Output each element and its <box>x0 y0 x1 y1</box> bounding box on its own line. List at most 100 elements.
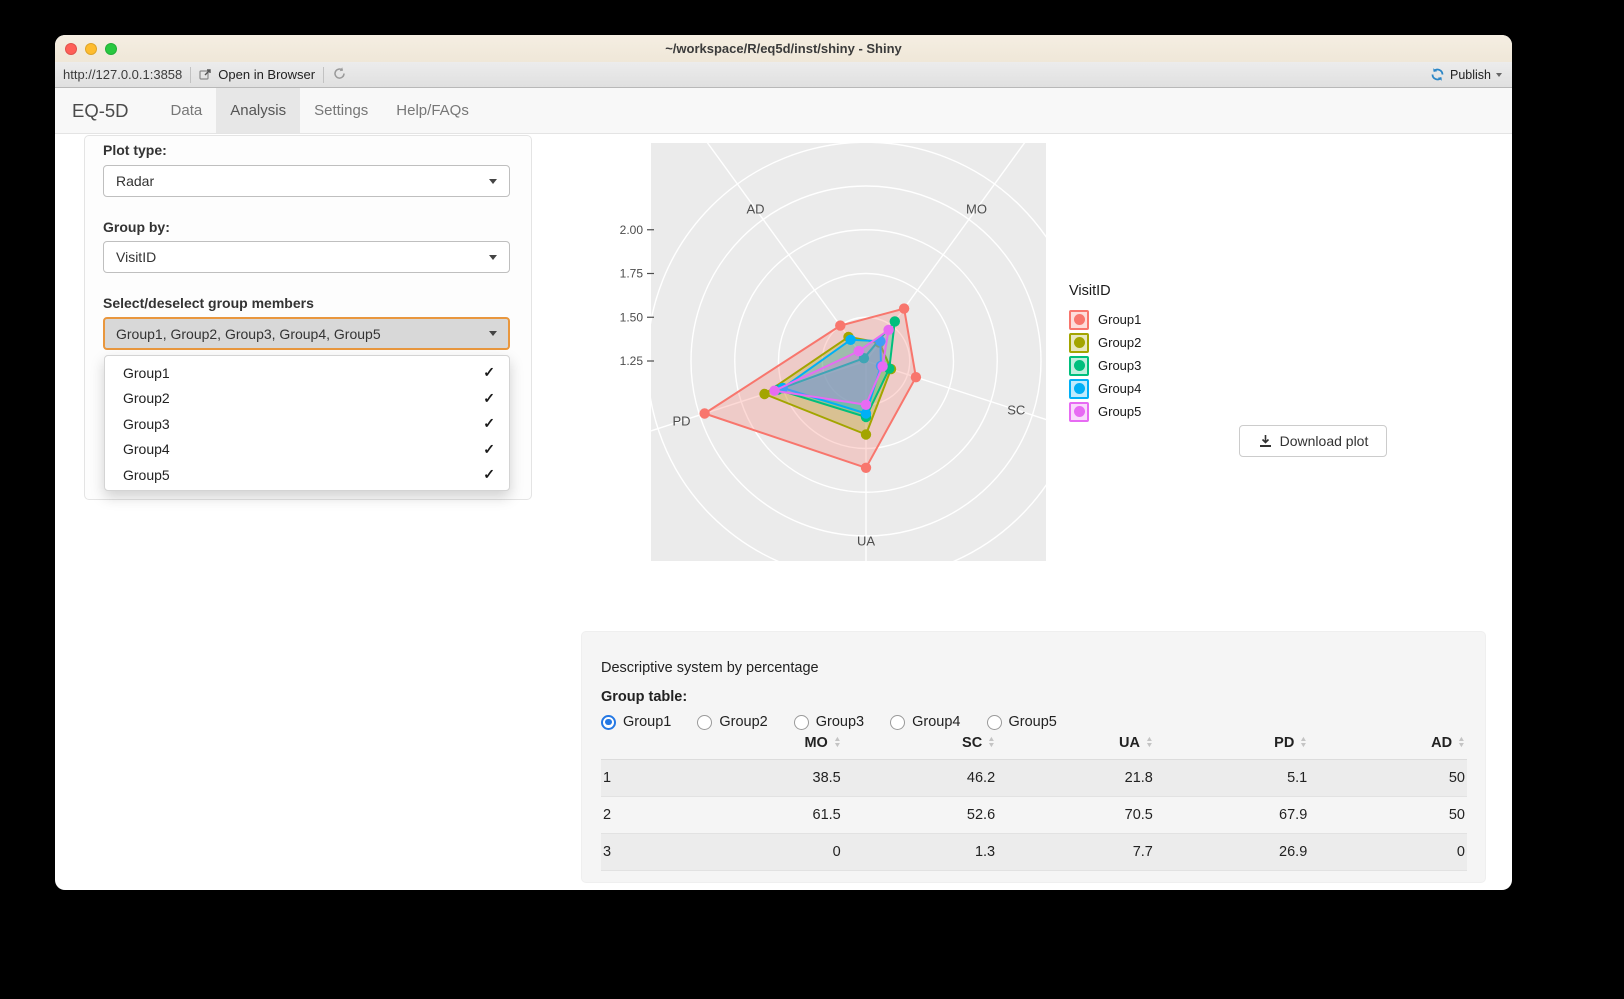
legend-label: Group2 <box>1098 335 1142 350</box>
publish-button[interactable]: Publish <box>1430 67 1502 82</box>
group-members-picker[interactable]: Group1, Group2, Group3, Group4, Group5 <box>103 317 510 350</box>
legend-dot <box>1073 406 1085 417</box>
check-icon: ✓ <box>483 389 495 406</box>
tab-data[interactable]: Data <box>170 102 203 119</box>
group-members-menu: Group1 ✓ Group2 ✓ Group3 ✓ Group4 ✓ Group5 ✓ <box>104 355 510 491</box>
check-icon: ✓ <box>483 415 495 432</box>
column-header-sc[interactable]: SC ▲ ▼ <box>842 726 998 760</box>
percentage-table: MO ▲ ▼ SC ▲ ▼ UA ▲ ▼ PD ▲ ▼ AD ▲ ▼ 1 38.5 46.2 21.8 5.1 50 2… <box>601 726 1467 871</box>
svg-text:MO: MO <box>966 201 987 216</box>
svg-text:1.25: 1.25 <box>620 354 644 368</box>
app-navbar: EQ-5D Data Analysis Settings Help/FAQs <box>55 88 1512 134</box>
open-in-browser-icon <box>199 69 211 80</box>
sort-arrows-icon: ▲ ▼ <box>833 735 842 749</box>
sort-arrows-icon: ▲ ▼ <box>1299 735 1308 749</box>
svg-text:1.75: 1.75 <box>620 267 644 281</box>
legend-title: VisitID <box>1069 283 1111 299</box>
reload-button[interactable] <box>332 66 347 84</box>
legend-item: Group4 <box>1069 377 1141 400</box>
reload-icon <box>334 66 345 79</box>
legend-key <box>1069 332 1089 353</box>
legend-key <box>1069 309 1089 330</box>
table-cell: 21.8 <box>997 759 1155 797</box>
legend-item: Group1 <box>1069 308 1141 331</box>
group-menu-item-label: Group1 <box>123 364 170 381</box>
column-header-mo[interactable]: MO ▲ ▼ <box>675 726 843 760</box>
table-row: 1 38.5 46.2 21.8 5.1 50 <box>601 759 1467 797</box>
table-cell: 46.2 <box>842 759 998 797</box>
check-icon: ✓ <box>483 364 495 381</box>
check-icon: ✓ <box>483 466 495 483</box>
download-plot-button[interactable]: Download plot <box>1239 425 1387 457</box>
svg-text:PD: PD <box>672 413 690 428</box>
group-menu-item[interactable]: Group3 ✓ <box>105 411 509 437</box>
app-window: ~/workspace/R/eq5d/inst/shiny - Shiny ht… <box>55 35 1512 890</box>
window-title: ~/workspace/R/eq5d/inst/shiny - Shiny <box>665 41 902 56</box>
chevron-down-icon <box>489 331 497 336</box>
legend-label: Group3 <box>1098 358 1142 373</box>
legend-label: Group5 <box>1098 404 1142 419</box>
open-in-browser-button[interactable]: Open in Browser <box>199 67 315 82</box>
check-icon: ✓ <box>483 440 495 457</box>
column-header-ad[interactable]: AD ▲ ▼ <box>1309 726 1467 760</box>
table-cell: 0 <box>675 833 843 871</box>
group-menu-item-label: Group4 <box>123 441 170 458</box>
table-cell: 7.7 <box>997 833 1155 871</box>
group-by-select[interactable]: VisitID <box>103 241 510 273</box>
radar-chart: 2.00 1.75 1.50 1.25 MO SC UA PD AD <box>560 143 1060 578</box>
group-menu-item[interactable]: Group1 ✓ <box>105 360 509 386</box>
legend-dot <box>1073 314 1085 325</box>
sort-arrows-icon: ▲ ▼ <box>987 735 996 749</box>
group-menu-item[interactable]: Group4 ✓ <box>105 437 509 463</box>
toolbar-separator <box>323 66 325 83</box>
tab-analysis[interactable]: Analysis <box>216 88 301 133</box>
publish-icon <box>1431 68 1444 81</box>
legend-item: Group5 <box>1069 400 1141 423</box>
plot-type-select[interactable]: Radar <box>103 165 510 197</box>
column-header-pd[interactable]: PD ▲ ▼ <box>1154 726 1310 760</box>
table-cell: 50 <box>1309 796 1467 834</box>
chevron-down-icon <box>489 178 497 184</box>
minimize-button[interactable] <box>85 42 97 55</box>
table-cell: 26.9 <box>1154 833 1310 871</box>
group-by-label: Group by: <box>103 219 170 235</box>
group-menu-item[interactable]: Group5 ✓ <box>105 462 509 488</box>
table-cell: 50 <box>1309 759 1467 797</box>
group-menu-item[interactable]: Group2 ✓ <box>105 386 509 412</box>
plot-legend: VisitID Group1 Group2 Group3 Group4 Group5 <box>1069 283 1141 423</box>
legend-key <box>1069 401 1089 422</box>
legend-key <box>1069 355 1089 376</box>
zoom-button[interactable] <box>105 42 117 55</box>
group-menu-item-label: Group2 <box>123 390 170 407</box>
legend-label: Group1 <box>1098 312 1142 327</box>
column-header-ua[interactable]: UA ▲ ▼ <box>997 726 1155 760</box>
table-cell: 38.5 <box>675 759 843 797</box>
tab-help-faqs[interactable]: Help/FAQs <box>396 102 469 119</box>
group-members-label: Select/deselect group members <box>103 295 314 311</box>
download-icon <box>1259 434 1271 447</box>
titlebar: ~/workspace/R/eq5d/inst/shiny - Shiny <box>55 35 1512 62</box>
sort-arrows-icon: ▲ ▼ <box>1457 735 1466 749</box>
group-table-label: Group table: <box>601 689 688 705</box>
tab-bar: Data Analysis Settings Help/FAQs <box>157 88 483 133</box>
section-title: Descriptive system by percentage <box>601 660 819 676</box>
legend-label: Group4 <box>1098 381 1142 396</box>
close-button[interactable] <box>65 42 77 55</box>
svg-text:UA: UA <box>857 534 875 549</box>
viewer-toolbar: http://127.0.0.1:3858 Open in Browser P <box>55 62 1512 88</box>
legend-dot <box>1073 337 1085 348</box>
legend-dot <box>1073 383 1085 394</box>
tab-settings[interactable]: Settings <box>314 102 369 119</box>
svg-text:AD: AD <box>746 201 764 216</box>
table-row: 3 0 1.3 7.7 26.9 0 <box>601 833 1467 871</box>
table-cell: 2 <box>601 796 675 834</box>
descriptive-card: Descriptive system by percentage Group t… <box>581 631 1486 883</box>
table-cell: 1.3 <box>842 833 998 871</box>
table-cell: 61.5 <box>675 796 843 834</box>
table-cell: 5.1 <box>1154 759 1310 797</box>
chevron-down-icon <box>489 254 497 260</box>
table-cell: 67.9 <box>1154 796 1310 834</box>
plot-type-label: Plot type: <box>103 142 167 158</box>
table-cell: 3 <box>601 833 675 871</box>
publish-caret-icon <box>1496 72 1502 77</box>
